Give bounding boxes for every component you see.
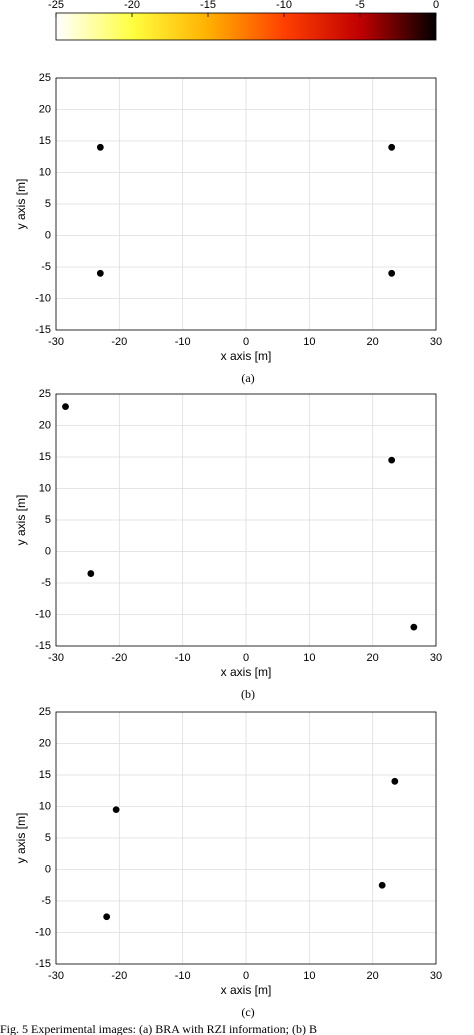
y-tick-label: 10: [39, 482, 51, 494]
anchor-point: [102, 912, 111, 921]
subcaption: (b): [241, 687, 255, 701]
x-tick-label: -30: [48, 336, 64, 348]
anchor-point: [111, 805, 121, 814]
y-tick-label: -10: [35, 608, 51, 620]
x-tick-label: 30: [430, 970, 442, 982]
caption: Fig. 5 Experimental images: (a) BRA with…: [0, 1022, 317, 1035]
x-axis-label: x axis [m]: [221, 665, 272, 679]
x-tick-label: 10: [303, 652, 315, 664]
y-tick-label: 10: [39, 166, 51, 178]
colorbar-tick-label: -15: [200, 0, 216, 11]
plot-frame: [55, 77, 437, 331]
y-tick-label: 5: [45, 198, 51, 210]
x-axis-label: x axis [m]: [221, 349, 272, 363]
x-tick-label: 30: [430, 652, 442, 664]
anchor-point: [86, 569, 96, 578]
x-axis-label: x axis [m]: [221, 983, 272, 997]
x-tick-label: -30: [48, 652, 64, 664]
y-tick-label: 25: [39, 706, 51, 718]
x-tick-label: 10: [303, 970, 315, 982]
colorbar-tick-label: -10: [276, 0, 292, 11]
x-tick-label: 0: [243, 652, 249, 664]
colorbar-tick-label: -25: [48, 0, 64, 11]
x-tick-label: -10: [175, 970, 191, 982]
x-tick-label: -20: [111, 970, 127, 982]
plot-frame: [55, 711, 437, 965]
anchor-point: [390, 777, 400, 786]
x-tick-label: 20: [367, 336, 379, 348]
plot-frame: [55, 393, 437, 647]
x-tick-label: 0: [243, 336, 249, 348]
y-tick-label: 0: [45, 863, 51, 875]
anchor-point: [61, 402, 70, 411]
anchor-point: [96, 269, 105, 278]
subcaption: (a): [241, 371, 254, 385]
y-tick-label: -5: [41, 895, 51, 907]
y-tick-label: 20: [39, 737, 51, 749]
anchor-point: [387, 269, 396, 278]
colorbar-tick-label: 0: [433, 0, 439, 11]
y-tick-label: 5: [45, 832, 51, 844]
y-tick-label: 25: [39, 72, 51, 84]
x-tick-label: -10: [175, 652, 191, 664]
y-tick-label: -5: [41, 577, 51, 589]
y-tick-label: 25: [39, 388, 51, 400]
x-tick-label: -20: [111, 652, 127, 664]
anchor-point: [409, 622, 419, 632]
y-tick-label: 20: [39, 103, 51, 115]
x-tick-label: 10: [303, 336, 315, 348]
x-tick-label: 0: [243, 970, 249, 982]
y-tick-label: 0: [45, 545, 51, 557]
subcaption: (c): [241, 1005, 254, 1019]
y-tick-label: -10: [35, 926, 51, 938]
y-tick-label: 15: [39, 451, 51, 463]
y-tick-label: 20: [39, 419, 51, 431]
x-tick-label: -20: [111, 336, 127, 348]
colorbar: [55, 12, 437, 41]
y-axis-label: y axis [m]: [14, 813, 28, 864]
y-tick-label: 15: [39, 769, 51, 781]
y-tick-label: 0: [45, 229, 51, 241]
x-tick-label: 20: [367, 652, 379, 664]
y-tick-label: -15: [35, 640, 51, 652]
y-axis-label: y axis [m]: [14, 495, 28, 546]
colorbar-tick-label: -20: [124, 0, 140, 11]
y-tick-label: 5: [45, 514, 51, 526]
y-tick-label: 10: [39, 800, 51, 812]
y-tick-label: -10: [35, 292, 51, 304]
anchor-point: [377, 881, 387, 890]
y-tick-label: -15: [35, 958, 51, 970]
y-axis-label: y axis [m]: [14, 179, 28, 230]
anchor-point: [387, 455, 396, 465]
colorbar-tick-label: -5: [355, 0, 365, 11]
x-tick-label: 20: [367, 970, 379, 982]
x-tick-label: -30: [48, 970, 64, 982]
y-tick-label: -15: [35, 324, 51, 336]
y-tick-label: 15: [39, 135, 51, 147]
x-tick-label: 30: [430, 336, 442, 348]
anchor-point: [96, 143, 105, 152]
x-tick-label: -10: [175, 336, 191, 348]
anchor-point: [387, 143, 396, 152]
y-tick-label: -5: [41, 261, 51, 273]
